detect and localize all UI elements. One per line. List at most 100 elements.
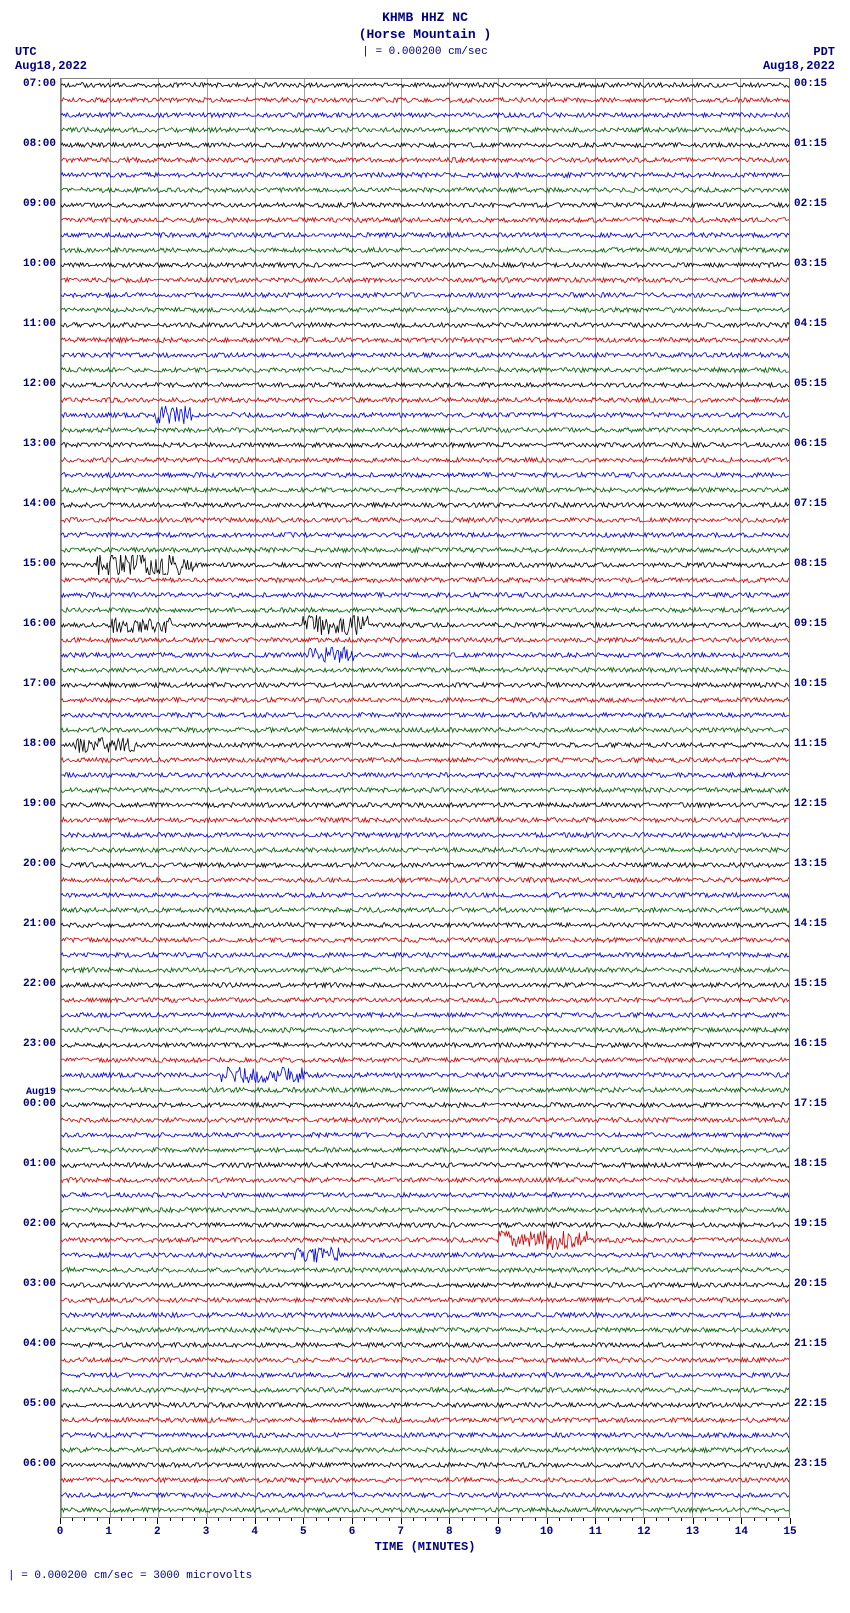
trace [61, 660, 790, 680]
trace [61, 1440, 790, 1460]
x-tick-minor [717, 1518, 718, 1521]
x-tick [157, 1518, 158, 1524]
trace [61, 645, 790, 665]
local-time-label: 14:15 [794, 918, 827, 930]
local-time-label: 08:15 [794, 558, 827, 570]
trace [61, 1305, 790, 1325]
utc-time-label: 18:00 [23, 738, 56, 750]
trace [61, 870, 790, 890]
utc-time-label: 07:00 [23, 78, 56, 90]
utc-time-label: 00:00 [23, 1098, 56, 1110]
x-tick-minor [121, 1518, 122, 1521]
utc-time-label: 23:00 [23, 1038, 56, 1050]
x-tick-minor [340, 1518, 341, 1521]
x-axis: TIME (MINUTES) 0123456789101112131415 [60, 1518, 790, 1548]
scale-bar-note: | = 0.000200 cm/sec [0, 46, 850, 58]
utc-time-label: 03:00 [23, 1278, 56, 1290]
x-tick [449, 1518, 450, 1524]
x-tick-minor [84, 1518, 85, 1521]
utc-time-label: 21:00 [23, 918, 56, 930]
trace [61, 1395, 790, 1415]
x-tick-minor [243, 1518, 244, 1521]
trace [61, 315, 790, 335]
utc-time-label: 17:00 [23, 678, 56, 690]
trace [61, 435, 790, 455]
trace [61, 780, 790, 800]
tz-right: PDT Aug18,2022 [763, 45, 835, 74]
x-tick [498, 1518, 499, 1524]
trace [61, 255, 790, 275]
grid-line [401, 79, 402, 1517]
x-tick [352, 1518, 353, 1524]
x-tick-minor [328, 1518, 329, 1521]
local-time-label: 06:15 [794, 438, 827, 450]
utc-time-label: 14:00 [23, 498, 56, 510]
footer-scale: | = 0.000200 cm/sec = 3000 microvolts [8, 1570, 850, 1582]
local-time-label: 11:15 [794, 738, 827, 750]
trace [61, 825, 790, 845]
x-tick-label: 10 [540, 1526, 553, 1538]
x-tick-minor [437, 1518, 438, 1521]
trace [61, 1005, 790, 1025]
x-tick-minor [754, 1518, 755, 1521]
trace [61, 615, 790, 635]
x-tick-minor [571, 1518, 572, 1521]
trace [61, 840, 790, 860]
seismogram-container: UTC Aug18,2022 PDT Aug18,2022 KHMB HHZ N… [0, 0, 850, 1582]
station-code: KHMB HHZ NC [0, 10, 850, 27]
tz-left: UTC Aug18,2022 [15, 45, 87, 74]
x-axis-title: TIME (MINUTES) [375, 1540, 476, 1554]
trace [61, 990, 790, 1010]
x-tick-minor [194, 1518, 195, 1521]
grid-line [61, 79, 62, 1517]
trace [61, 495, 790, 515]
x-tick-minor [620, 1518, 621, 1521]
utc-time-label: 19:00 [23, 798, 56, 810]
trace [61, 900, 790, 920]
trace [61, 105, 790, 125]
trace [61, 690, 790, 710]
trace [61, 555, 790, 575]
trace [61, 1320, 790, 1340]
x-tick-label: 0 [57, 1526, 64, 1538]
local-time-label: 09:15 [794, 618, 827, 630]
x-tick-minor [522, 1518, 523, 1521]
grid-line [595, 79, 596, 1517]
trace [61, 1095, 790, 1115]
trace [61, 720, 790, 740]
x-tick-label: 3 [203, 1526, 210, 1538]
x-tick [109, 1518, 110, 1524]
trace [61, 945, 790, 965]
x-tick-label: 7 [397, 1526, 404, 1538]
trace [61, 360, 790, 380]
x-tick-minor [656, 1518, 657, 1521]
trace [61, 240, 790, 260]
trace [61, 705, 790, 725]
x-tick [693, 1518, 694, 1524]
local-time-label: 04:15 [794, 318, 827, 330]
trace [61, 630, 790, 650]
local-time-label: 01:15 [794, 138, 827, 150]
x-tick-minor [316, 1518, 317, 1521]
x-tick-minor [72, 1518, 73, 1521]
trace [61, 135, 790, 155]
trace [61, 1170, 790, 1190]
tz-right-date: Aug18,2022 [763, 59, 835, 73]
trace [61, 1035, 790, 1055]
x-tick-minor [681, 1518, 682, 1521]
trace [61, 180, 790, 200]
trace [61, 855, 790, 875]
local-time-label: 05:15 [794, 378, 827, 390]
trace [61, 1260, 790, 1280]
trace [61, 1470, 790, 1490]
grid-line [158, 79, 159, 1517]
x-tick-minor [632, 1518, 633, 1521]
grid-line [110, 79, 111, 1517]
x-tick-minor [291, 1518, 292, 1521]
local-time-label: 22:15 [794, 1398, 827, 1410]
grid-line [546, 79, 547, 1517]
header: KHMB HHZ NC (Horse Mountain ) [0, 10, 850, 44]
x-tick-minor [608, 1518, 609, 1521]
x-tick-label: 4 [251, 1526, 258, 1538]
utc-time-label: 20:00 [23, 858, 56, 870]
